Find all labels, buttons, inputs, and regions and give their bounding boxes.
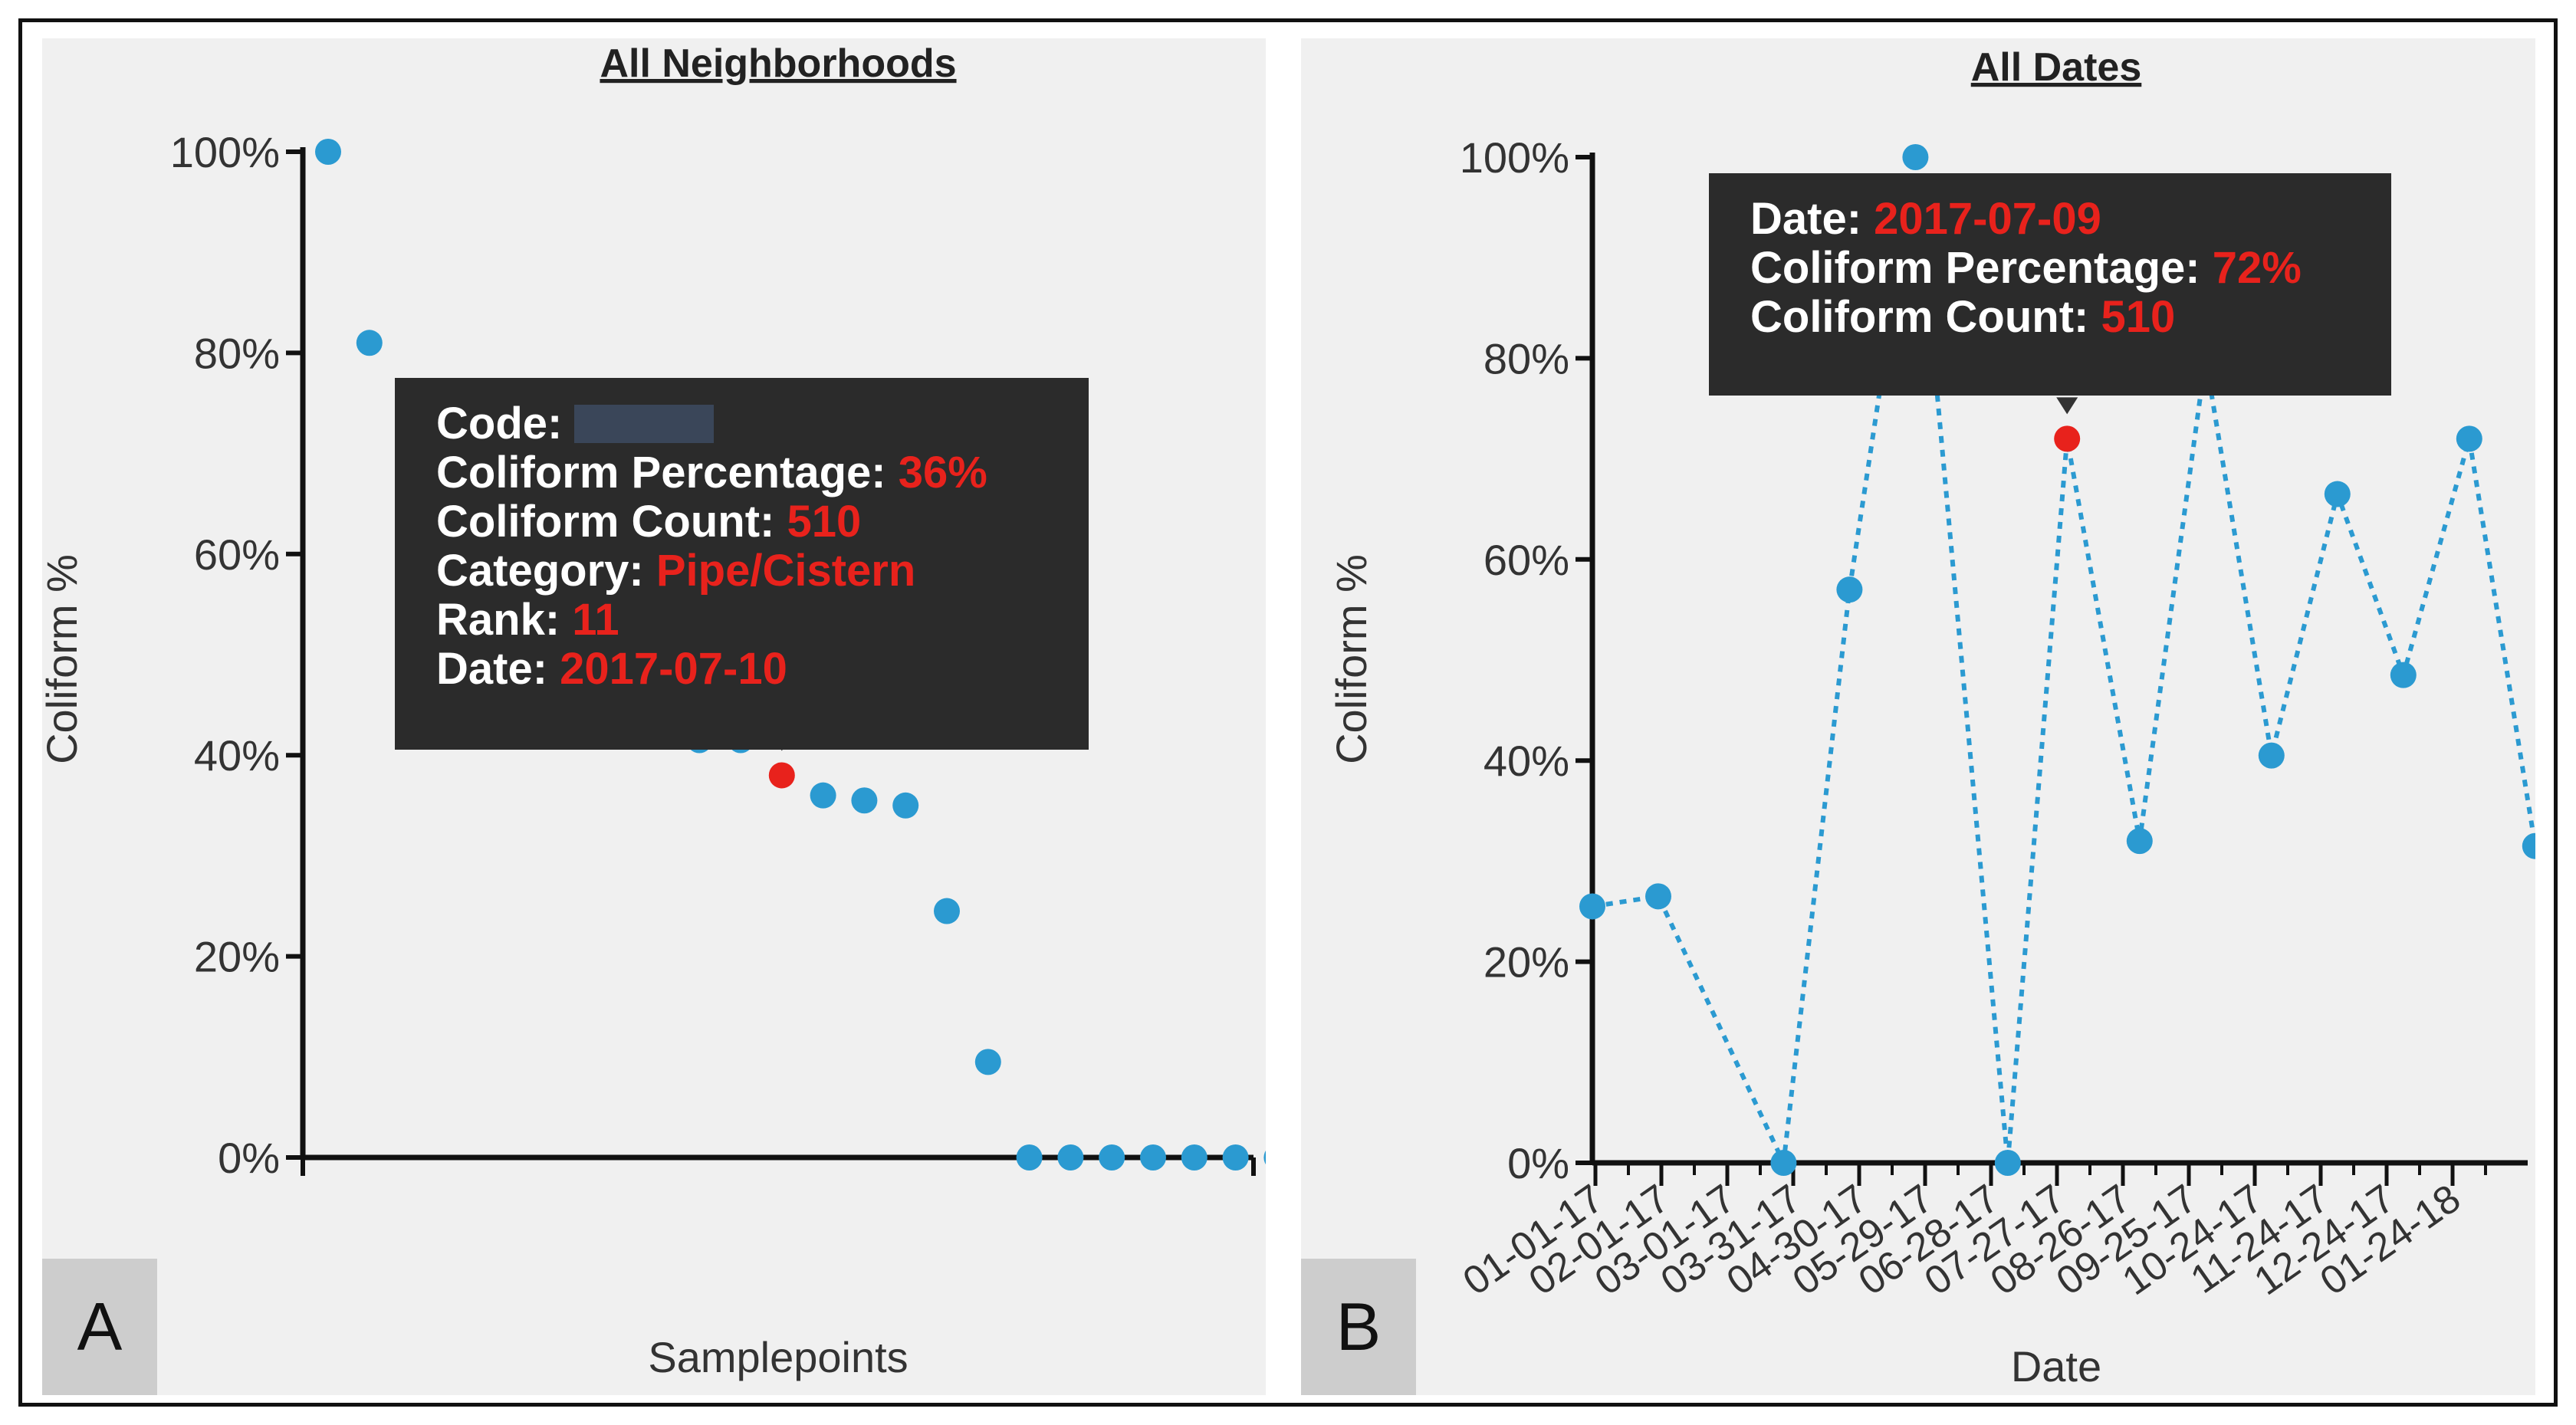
chart-b-point [2324,481,2351,507]
chart-a-title: All Neighborhoods [600,41,956,86]
panel-b: All Dates 0% 20% 40% 60% 80% 100% Coliform % Dat… [1301,38,2535,1395]
chart-b-point [1902,144,1929,170]
tooltip-a-category-value: Pipe/Cistern [656,546,916,596]
chart-a-point [1140,1144,1166,1171]
chart-a-y-tick-label: 0% [218,1134,280,1182]
chart-b-y-tick-label: 60% [1484,536,1569,584]
figure-frame [18,18,2558,1407]
tooltip-a-count-value: 510 [787,497,862,547]
tooltip-a-date-label: Date: [436,644,548,694]
tooltip-a-rank-value: 11 [572,595,619,645]
tooltip-b: Date: 2017-07-09 Coliform Percentage: 72… [1709,173,2391,396]
chart-b-point [2126,828,2153,855]
tooltip-a-code-label: Code: [436,399,563,448]
chart-a-point [1016,1144,1043,1171]
chart-a-y-tick-label: 20% [194,933,280,981]
tooltip-a-category-label: Category: [436,546,644,596]
chart-b-title: All Dates [1971,45,2142,90]
chart-a-y-axis-label: Coliform % [42,554,86,764]
panel-a: All Neighborhoods 0% 20% 40% 60% 80% 100% Colif… [42,38,1266,1395]
chart-a-point [851,787,878,814]
chart-a-point [1099,1144,1125,1171]
tooltip-b-percentage-value: 72% [2212,243,2302,293]
tooltip-b-count-label: Coliform Count: [1750,292,2089,342]
chart-b-point [1836,576,1863,603]
chart-a-point [892,792,919,819]
chart-a-point [934,898,960,924]
chart-b-point [1579,893,1605,920]
chart-b-tooltip-caret [2056,397,2078,415]
chart-a-point [974,1049,1001,1075]
chart-b-point [2522,832,2535,859]
chart-b-svg: All Dates 0% 20% 40% 60% 80% 100% Coliform % Dat… [1327,45,2535,1391]
chart-a-point [1057,1144,1084,1171]
chart-a-highlight-point [768,762,795,789]
chart-b-point [2258,742,2285,769]
tooltip-b-count-value: 510 [2101,292,2176,342]
chart-b-point [1994,1150,2021,1176]
chart-a-y-tick-label: 40% [194,731,280,780]
tooltip-a-rank-label: Rank: [436,595,560,645]
chart-a-point [1263,1150,1266,1165]
chart-b-y-tick-label: 100% [1460,133,1569,182]
chart-a-y-tick-label: 60% [194,530,280,579]
chart-b-point [1645,883,1671,910]
chart-b-y-tick-label: 20% [1484,938,1569,987]
chart-a-y-tick-label: 100% [170,128,280,176]
tooltip-a-percentage-value: 36% [898,448,987,497]
chart-b-point [2390,662,2417,688]
chart-a-point [1222,1144,1249,1171]
chart-a-point [315,139,341,165]
chart-a-point [356,330,383,356]
chart-a-point [810,782,836,809]
chart-b-y-axis-label: Coliform % [1327,554,1375,764]
tooltip-a-date-value: 2017-07-10 [560,644,787,694]
tooltip-a: Code: Coliform Percentage: 36% Coliform … [395,378,1089,750]
tooltip-a-count-label: Coliform Count: [436,497,775,547]
chart-a-y-tick-label: 80% [194,329,280,377]
chart-b-point [2456,425,2482,452]
chart-b-y-tick-label: 80% [1484,334,1569,383]
tooltip-a-percentage-label: Coliform Percentage: [436,448,886,497]
chart-b-highlight-point [2054,425,2081,452]
chart-b-x-axis-label: Date [2011,1342,2101,1391]
chart-b-point [1770,1150,1797,1176]
panel-b-letter: B [1301,1259,1416,1395]
chart-a-x-axis-label: Samplepoints [648,1333,908,1381]
tooltip-b-percentage-label: Coliform Percentage: [1750,243,2200,293]
chart-a-svg: All Neighborhoods 0% 20% 40% 60% 80% 100% Colif… [42,41,1266,1381]
tooltip-a-code-redacted [574,405,715,443]
chart-a-point [1181,1144,1208,1171]
chart-b-y-tick-label: 0% [1507,1139,1569,1187]
chart-b-series-line [1592,156,2535,1171]
chart-b-y-tick-label: 40% [1484,737,1569,785]
panel-a-letter: A [42,1259,157,1395]
tooltip-b-date-label: Date: [1750,194,1862,244]
tooltip-b-date-value: 2017-07-09 [1874,194,2101,244]
